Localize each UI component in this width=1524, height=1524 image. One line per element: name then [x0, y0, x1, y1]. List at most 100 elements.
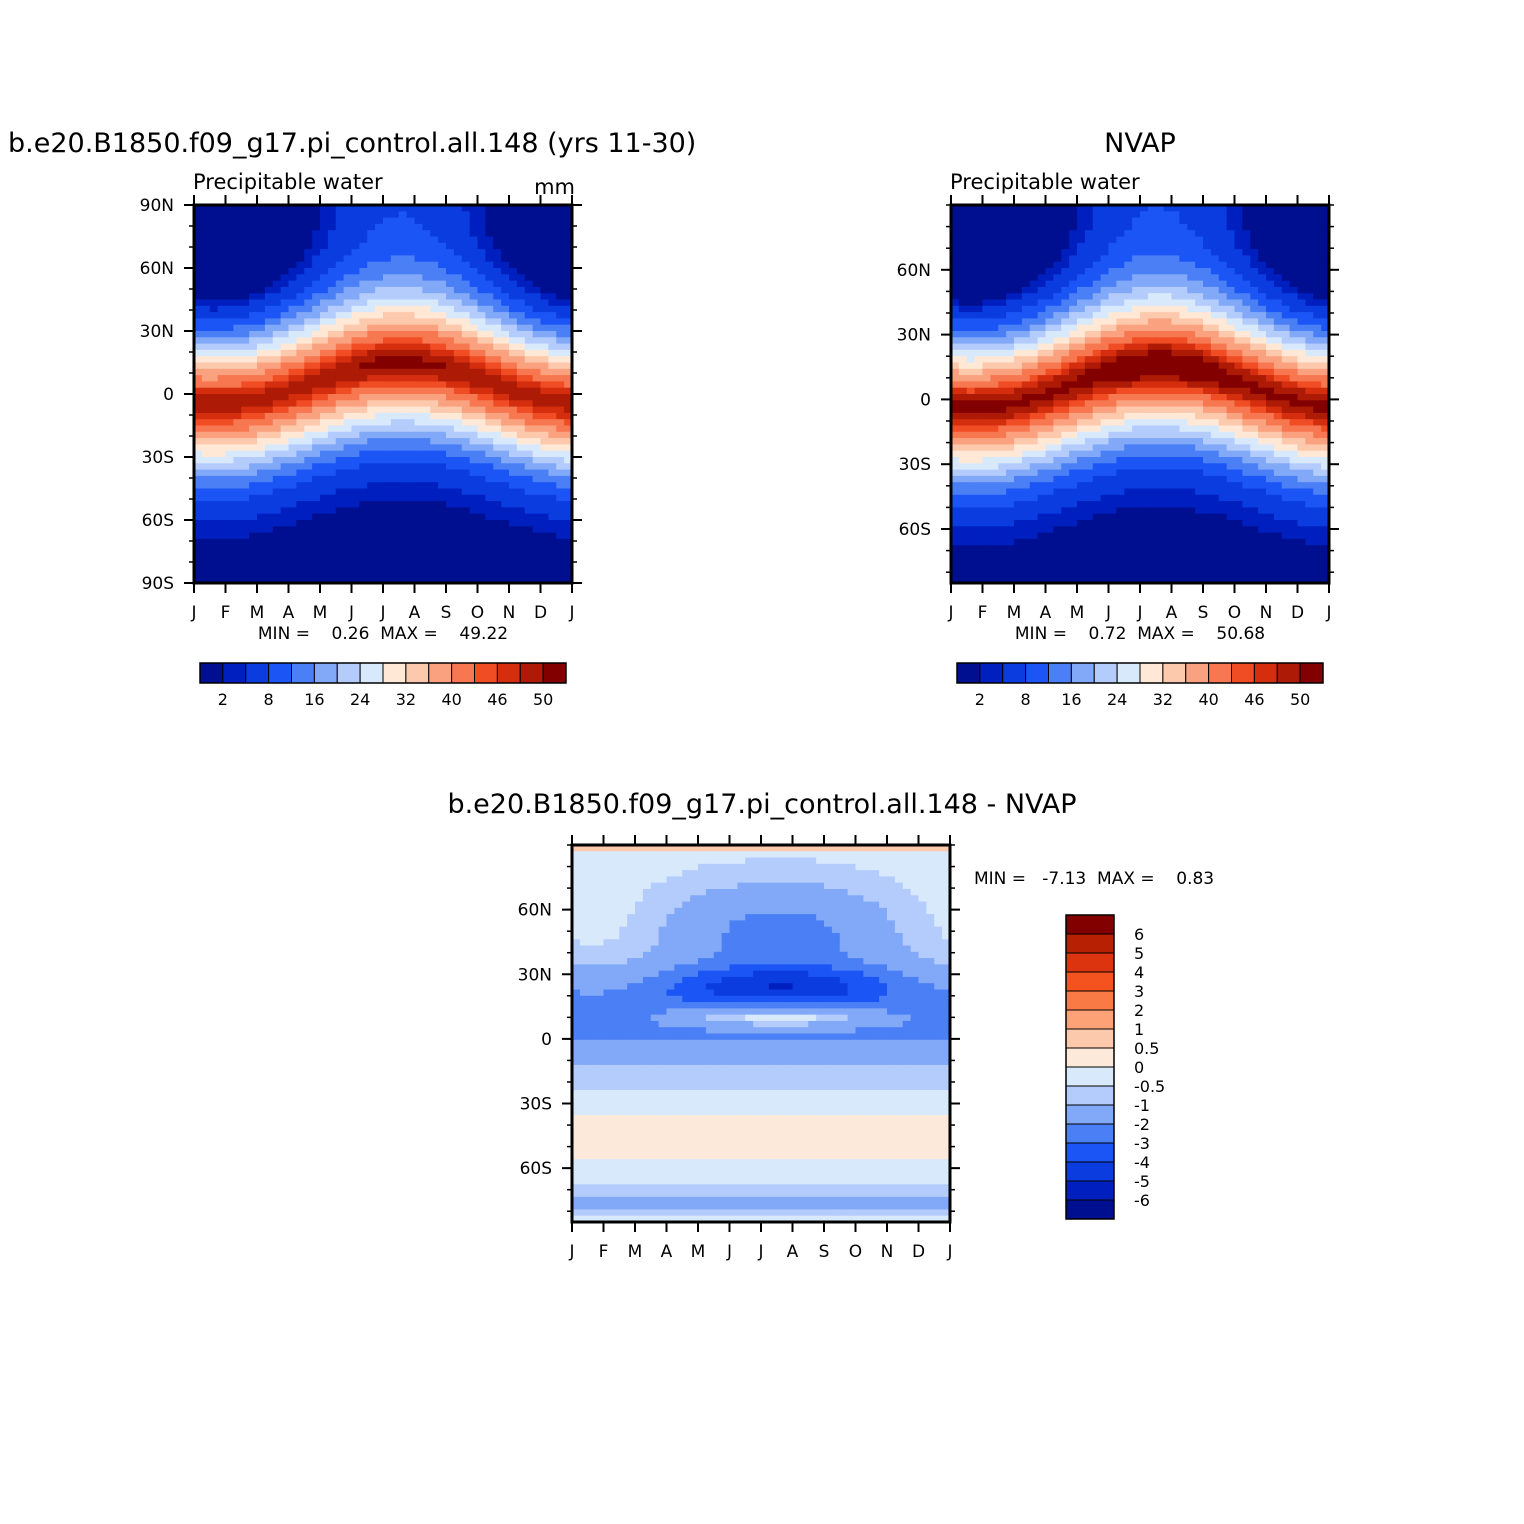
- contour-cell: [1029, 249, 1039, 256]
- contour-cell: [966, 286, 976, 294]
- contour-cell: [509, 318, 518, 326]
- contour-cell: [272, 217, 282, 225]
- contour-cell: [540, 293, 549, 301]
- contour-cell: [194, 482, 203, 490]
- contour-cell: [461, 564, 471, 571]
- contour-cell: [312, 438, 321, 445]
- contour-cell: [1218, 331, 1228, 338]
- contour-cell: [280, 431, 290, 439]
- contour-cell: [1100, 230, 1110, 238]
- contour-cell: [446, 242, 455, 250]
- contour-cell: [359, 469, 368, 477]
- contour-cell: [1187, 312, 1196, 319]
- contour-cell: [1124, 274, 1133, 282]
- contour-cell: [951, 242, 960, 250]
- contour-cell: [359, 438, 368, 445]
- contour-cell: [990, 280, 999, 288]
- contour-cell: [264, 387, 274, 395]
- contour-cell: [501, 406, 510, 414]
- contour-cell: [461, 211, 471, 219]
- contour-cell: [453, 230, 463, 238]
- contour-cell: [194, 551, 203, 559]
- contour-cell: [1163, 280, 1173, 288]
- contour-cell: [209, 375, 219, 382]
- contour-cell: [1313, 236, 1322, 244]
- contour-cell: [1084, 356, 1094, 364]
- contour-cell: [1006, 312, 1015, 319]
- contour-cell: [966, 268, 976, 275]
- contour-cell: [359, 387, 368, 395]
- contour-cell: [556, 356, 565, 364]
- contour-cell: [564, 551, 573, 559]
- contour-cell: [288, 230, 297, 238]
- contour-cell: [327, 551, 337, 559]
- contour-cell: [493, 268, 502, 275]
- contour-cell: [280, 564, 290, 571]
- contour-cell: [414, 425, 423, 433]
- contour-cell: [564, 576, 573, 584]
- y-tick-label: 30S: [142, 448, 174, 468]
- contour-cell: [1289, 305, 1299, 313]
- contour-cell: [1210, 406, 1220, 414]
- contour-cell: [359, 450, 368, 458]
- contour-cell: [1195, 211, 1204, 219]
- contour-cell: [296, 482, 305, 490]
- contour-cell: [532, 331, 542, 338]
- contour-cell: [1100, 331, 1110, 338]
- contour-cell: [1187, 438, 1196, 445]
- contour-cell: [327, 394, 337, 401]
- contour-cell: [1037, 249, 1047, 256]
- contour-cell: [288, 261, 297, 269]
- contour-cell: [351, 520, 360, 527]
- contour-cell: [1108, 438, 1117, 445]
- contour-cell: [1029, 450, 1039, 458]
- contour-cell: [1313, 211, 1322, 219]
- contour-cell: [493, 318, 502, 326]
- contour-cell: [264, 205, 274, 212]
- contour-cell: [951, 362, 960, 370]
- contour-cell: [1289, 255, 1299, 263]
- contour-cell: [225, 507, 234, 515]
- contour-cell: [966, 211, 976, 219]
- contour-cell: [1053, 299, 1062, 307]
- contour-cell: [422, 223, 431, 231]
- contour-cell: [225, 375, 234, 382]
- contour-cell: [1132, 381, 1141, 389]
- contour-cell: [556, 343, 565, 351]
- contour-cell: [351, 255, 360, 263]
- contour-cell: [509, 438, 518, 445]
- contour-cell: [233, 431, 242, 439]
- contour-cell: [532, 261, 542, 269]
- contour-cell: [414, 261, 423, 269]
- contour-cell: [1250, 286, 1259, 294]
- contour-cell: [383, 557, 392, 565]
- contour-cell: [485, 255, 494, 263]
- contour-cell: [383, 494, 392, 502]
- contour-cell: [225, 501, 234, 508]
- contour-cell: [383, 394, 392, 401]
- contour-cell: [1124, 349, 1133, 357]
- contour-cell: [1218, 293, 1228, 301]
- contour-cell: [477, 305, 486, 313]
- contour-cell: [335, 526, 345, 534]
- contour-cell: [1037, 280, 1047, 288]
- contour-cell: [327, 368, 337, 376]
- contour-cell: [1061, 406, 1070, 414]
- contour-cell: [1258, 457, 1267, 464]
- contour-cell: [217, 564, 227, 571]
- contour-cell: [304, 444, 313, 452]
- contour-cell: [1100, 412, 1110, 420]
- contour-cell: [390, 457, 400, 464]
- contour-cell: [438, 507, 447, 515]
- contour-cell: [430, 576, 439, 584]
- contour-cell: [241, 482, 250, 490]
- contour-cell: [257, 343, 266, 351]
- contour-cell: [257, 419, 266, 427]
- contour-cell: [556, 494, 565, 502]
- contour-cell: [446, 482, 455, 490]
- contour-cell: [1305, 249, 1314, 256]
- contour-cell: [1273, 261, 1283, 269]
- contour-cell: [1077, 205, 1086, 212]
- contour-cell: [1116, 431, 1125, 439]
- contour-cell: [1100, 305, 1110, 313]
